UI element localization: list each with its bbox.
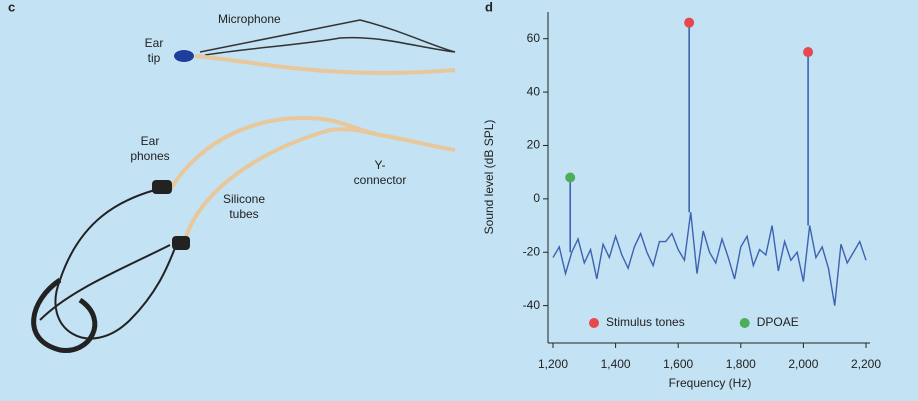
panel-label: c	[8, 0, 15, 14]
x-tick-label: 2,000	[788, 357, 818, 371]
legend-label: DPOAE	[757, 315, 799, 329]
y-tick-label: -40	[523, 298, 541, 312]
x-tick-label: 1,400	[601, 357, 631, 371]
stem-marker	[684, 17, 695, 28]
x-tick-label: 2,200	[851, 357, 881, 371]
x-tick-label: 1,600	[663, 357, 693, 371]
photo-label: connector	[354, 173, 407, 187]
y-tick-label: 60	[527, 31, 541, 45]
y-tick-label: 0	[533, 191, 540, 205]
legend-label: Stimulus tones	[606, 315, 685, 329]
y-tick-label: 40	[527, 84, 541, 98]
legend-marker	[589, 318, 599, 328]
stem-marker	[803, 47, 814, 58]
photo-label: phones	[130, 149, 169, 163]
x-tick-label: 1,800	[726, 357, 756, 371]
photo-label: tubes	[229, 207, 258, 221]
photo-label: Microphone	[218, 12, 281, 26]
noise-line	[552, 212, 867, 306]
photo	[31, 19, 456, 353]
panel-label: d	[485, 0, 493, 14]
photo-label: tip	[148, 51, 161, 65]
stem-marker	[565, 172, 576, 183]
photo-label: Y-	[375, 158, 386, 172]
photo-label: Silicone	[223, 192, 265, 206]
photo-label: Ear	[141, 134, 160, 148]
photo-label: Ear	[145, 36, 164, 50]
y-tick-label: -20	[523, 244, 541, 258]
y-axis-label: Sound level (dB SPL)	[482, 120, 496, 235]
x-tick-label: 1,200	[538, 357, 568, 371]
y-tick-label: 20	[527, 138, 541, 152]
x-axis-label: Frequency (Hz)	[669, 376, 752, 390]
legend-marker	[739, 318, 750, 328]
